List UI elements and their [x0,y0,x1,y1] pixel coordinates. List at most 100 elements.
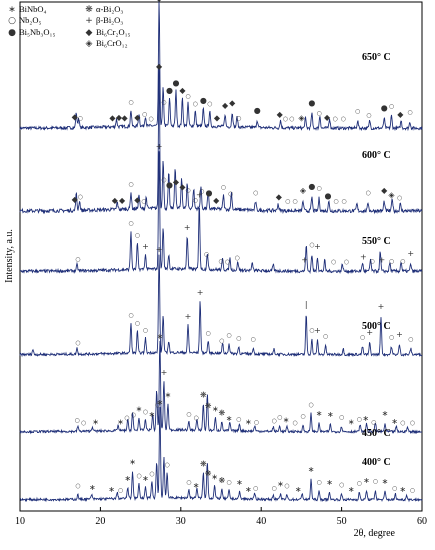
phase-marker: ○ [331,258,336,265]
phase-marker: ∗ [193,481,200,490]
phase-marker: ○ [283,115,288,122]
phase-marker: ○ [410,419,415,426]
marker-layer: ◆○◆◆◆○◆○○◆○●●◆○○●○◆◆◆○●◆○○◈●○◆○○○○●○◆○◆○… [72,0,415,494]
phase-marker: ○ [207,100,212,107]
x-tick-label: 20 [95,516,105,527]
phase-marker: ∗ [226,414,233,423]
phase-marker: ○ [143,409,148,416]
phase-marker: ○ [193,100,198,107]
phase-marker: ○ [135,232,140,239]
phase-marker: ○ [234,255,239,262]
phase-marker: ❋ [218,476,225,485]
phase-marker: ● [308,182,315,191]
legend-label: Bi₆CrO₁₂ [96,38,128,48]
phase-marker: ◈ [388,190,395,199]
legend: ∗ BiNbO₄○ Nb₂O₅● Bi₅Nb₃O₁₅ ❋ α-Bi₂O₃+ β-Bi₂O₃◆… [8,4,130,49]
phase-marker: ∗ [327,410,334,419]
phase-marker: ○ [277,414,282,421]
legend-label: β-Bi₂O₃ [96,15,123,25]
phase-marker: ○ [131,411,136,418]
phase-marker: ◆ [397,110,404,119]
phase-marker: ○ [357,480,362,487]
phase-marker: ● [205,188,212,197]
phase-marker: + [378,256,385,265]
phase-marker: ○ [118,487,123,494]
phase-marker: ◆ [213,196,220,205]
phase-marker: ● [324,192,331,201]
phase-marker: ○ [333,115,338,122]
x-tick-label: 50 [337,516,347,527]
phase-marker: ○ [75,339,80,346]
phase-marker: ○ [366,189,371,196]
phase-marker: ∗ [295,485,302,494]
phase-marker: ○ [271,417,276,424]
legend-symbol: ● [8,28,16,38]
phase-marker: ○ [78,194,83,201]
temperature-label: 500° C [362,321,391,332]
phase-marker: ∗ [283,415,290,424]
phase-marker: ∗ [308,465,315,474]
legend-symbol: ◆ [86,28,93,38]
legend-symbol: ◈ [86,39,93,49]
phase-marker: ◆ [222,101,229,110]
phase-marker: ∗ [363,476,370,485]
phase-marker: ◆ [134,113,141,122]
temperature-labels: 650° C 600° C 550° C 500° C 450° C 400° C [362,52,391,468]
phase-marker: ○ [165,461,170,468]
phase-marker: ◆ [109,113,116,122]
phase-marker: + [142,242,149,251]
phase-marker: + [161,368,168,377]
phase-marker: ○ [204,251,209,258]
phase-marker: ○ [226,479,231,486]
phase-marker: ● [172,78,179,87]
series-line [19,340,422,435]
phase-marker: ○ [236,335,241,342]
phase-marker: ○ [344,258,349,265]
phase-marker: ● [166,86,173,95]
phase-marker: ● [254,106,261,115]
phase-marker: ○ [389,258,394,265]
phase-marker: ○ [323,333,328,340]
series-line [20,406,423,503]
phase-marker: ○ [285,198,290,205]
series-layer [19,0,423,503]
phase-marker: ○ [75,483,80,490]
phase-marker: ∗ [382,477,389,486]
phase-marker: ○ [400,258,405,265]
phase-marker: ∗ [391,417,398,426]
x-axis-ticks: 10 20 30 40 50 60 [15,507,427,527]
phase-marker: ○ [155,402,160,409]
phase-marker: ◆ [229,98,236,107]
phase-marker: ● [381,103,388,112]
phase-marker: ◆ [156,0,163,3]
phase-marker: ○ [225,258,230,265]
phase-marker: ∗ [211,472,218,481]
phase-marker: ○ [141,198,146,205]
phase-marker: ❋ [200,459,207,468]
phase-marker: ◆ [179,86,186,95]
phase-marker: ○ [389,103,394,110]
phase-marker: ∗ [129,458,136,467]
phase-marker: + [360,253,367,262]
phase-marker: ○ [206,330,211,337]
phase-marker: ∗ [142,474,149,483]
phase-marker: ◆ [121,113,128,122]
phase-marker: ◈ [300,186,307,195]
phase-marker: ◆ [156,62,163,71]
phase-marker: ∗ [326,478,333,487]
temperature-label: 650° C [362,52,391,63]
phase-marker: ◆ [72,195,79,204]
phase-marker: ○ [373,478,378,485]
phase-marker: ∗ [92,417,99,426]
y-axis-label: Intensity, a.u. [4,229,15,283]
phase-marker: ∗ [157,332,164,341]
x-axis-label: 2θ, degree [354,528,396,539]
phase-marker: ∗ [348,417,355,426]
phase-marker: ∗ [362,414,369,423]
temperature-label: 450° C [362,428,391,439]
phase-marker: ❋ [200,390,207,399]
phase-marker: ○ [228,190,233,197]
phase-marker: ○ [75,256,80,263]
legend-symbol: ❋ [85,5,93,15]
phase-marker: ○ [185,187,190,194]
